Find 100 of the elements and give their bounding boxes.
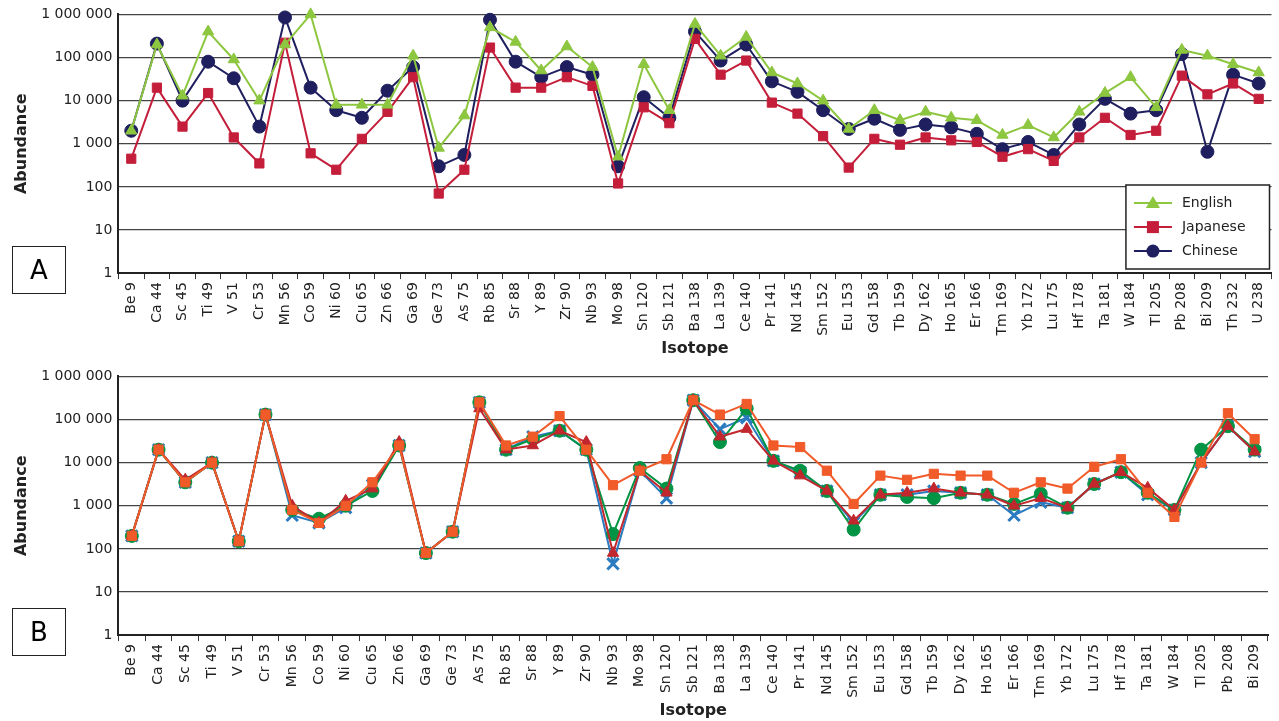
- x-tick-label: Tb 159: [924, 644, 941, 694]
- y-axis-title: Abundance: [10, 93, 30, 195]
- x-tick-label: Sm 152: [813, 282, 830, 336]
- x-tick-label: As 75: [455, 282, 472, 322]
- x-tick-label: Eu 153: [871, 644, 887, 693]
- x-tick-label: Ca 44: [149, 644, 166, 685]
- x-tick-label: Cu 65: [352, 282, 369, 324]
- x-tick-label: Be 9: [121, 282, 138, 314]
- y-axis-title: Abundance: [10, 455, 30, 557]
- x-tick-label: Tl 205: [1191, 644, 1208, 689]
- x-tick-label: Ho 165: [941, 282, 958, 333]
- x-tick-label: Bi 209: [1245, 644, 1262, 689]
- x-tick-label: Ni 60: [336, 644, 353, 681]
- x-tick-label: Pr 141: [762, 282, 779, 328]
- y-tick-label: 1 000 000: [41, 367, 113, 384]
- x-tick-label: Ho 165: [977, 644, 994, 695]
- x-tick-label: Yb 172: [1018, 282, 1035, 332]
- x-tick-label: Hf 178: [1111, 644, 1128, 691]
- x-tick-label: Nb 93: [583, 282, 600, 324]
- x-axis-title: Isotope: [661, 337, 729, 357]
- x-tick-label: Cr 53: [250, 282, 267, 320]
- y-tick-label: 100 000: [54, 48, 113, 65]
- x-tick-label: Ce 140: [764, 644, 781, 694]
- x-tick-label: Bi 209: [1198, 282, 1215, 327]
- y-tick-label: 10: [94, 220, 113, 237]
- x-tick-label: Cu 65: [363, 644, 380, 686]
- x-tick-label: Ti 49: [198, 282, 215, 318]
- y-tick-label: 1 000: [72, 496, 113, 513]
- x-tick-label: Ce 140: [736, 282, 753, 332]
- x-tick-label: As 75: [470, 644, 486, 684]
- x-tick-label: Zr 90: [576, 644, 593, 682]
- x-tick-label: Y 89: [550, 644, 567, 676]
- x-tick-label: Tm 169: [993, 282, 1010, 337]
- x-tick-label: Co 59: [301, 282, 318, 323]
- x-tick-label: Ga 69: [416, 644, 433, 686]
- x-tick-label: Ca 44: [147, 282, 164, 323]
- x-tick-label: Nd 145: [788, 282, 805, 333]
- x-tick-label: V 51: [229, 644, 246, 676]
- x-tick-label: Ti 49: [202, 644, 219, 680]
- y-tick-label: 100: [85, 539, 113, 556]
- y-tick-label: 100 000: [54, 410, 113, 427]
- x-tick-label: Sc 45: [173, 282, 190, 321]
- x-tick-label: Ba 138: [685, 282, 702, 332]
- x-tick-label: V 51: [224, 282, 241, 314]
- x-tick-label: Mo 98: [630, 644, 647, 688]
- legend-label: Japanese: [1180, 217, 1246, 234]
- x-tick-label: Sb 121: [659, 282, 676, 332]
- x-tick-label: Gd 158: [864, 282, 881, 334]
- x-tick-label: W 184: [1121, 282, 1138, 328]
- y-tick-label: 100: [85, 177, 113, 194]
- x-tick-label: Sn 120: [657, 644, 674, 694]
- x-tick-label: Pb 208: [1218, 644, 1235, 693]
- y-tick-label: 1: [103, 625, 113, 642]
- x-tick-label: Dy 162: [951, 644, 968, 695]
- x-tick-label: Ga 69: [403, 282, 420, 324]
- x-tick-label: Tm 169: [1031, 644, 1048, 699]
- x-tick-label: Zr 90: [557, 282, 574, 320]
- x-tick-label: Be 9: [122, 644, 139, 676]
- x-tick-label: Ge 73: [443, 644, 460, 686]
- x-tick-label: Pr 141: [790, 644, 807, 690]
- x-tick-label: La 139: [737, 644, 754, 692]
- text: A: [12, 246, 66, 294]
- x-tick-label: Tl 205: [1146, 282, 1163, 327]
- x-tick-label: Hf 178: [1069, 282, 1086, 329]
- x-tick-label: W 184: [1165, 644, 1182, 690]
- x-tick-label: La 139: [711, 282, 728, 330]
- x-tick-label: Sm 152: [844, 644, 861, 698]
- y-tick-label: 10 000: [63, 453, 113, 470]
- x-tick-label: Mn 56: [275, 282, 292, 326]
- x-tick-label: Zn 66: [389, 644, 406, 685]
- x-tick-label: Cr 53: [256, 644, 273, 682]
- x-tick-label: Tb 159: [890, 282, 907, 332]
- x-tick-label: Rb 85: [496, 644, 513, 685]
- x-tick-label: Er 166: [967, 282, 984, 328]
- x-tick-label: Eu 153: [839, 282, 856, 331]
- x-tick-label: Sn 120: [634, 282, 651, 332]
- x-tick-label: Nb 93: [603, 644, 620, 686]
- x-tick-label: Er 166: [1004, 644, 1021, 690]
- x-tick-label: Sc 45: [175, 644, 192, 683]
- y-tick-label: 1 000 000: [41, 5, 113, 22]
- x-axis-title: Isotope: [659, 699, 728, 719]
- x-tick-label: Gd 158: [897, 644, 914, 696]
- text: B: [12, 608, 66, 656]
- x-tick-label: Ta 181: [1095, 282, 1112, 330]
- x-tick-label: Y 89: [531, 282, 548, 314]
- x-tick-label: Sr 88: [523, 644, 540, 682]
- legend-label: Chinese: [1181, 241, 1238, 258]
- x-tick-label: Ba 138: [710, 644, 727, 694]
- legend-label: English: [1181, 193, 1233, 210]
- y-tick-label: 1: [103, 263, 113, 280]
- x-tick-label: Ta 181: [1138, 644, 1155, 692]
- x-tick-label: Th 232: [1223, 282, 1240, 332]
- x-tick-label: Mn 56: [282, 644, 299, 688]
- x-tick-label: Mo 98: [608, 282, 625, 326]
- x-tick-label: Dy 162: [916, 282, 933, 333]
- x-tick-label: Yb 172: [1058, 644, 1075, 694]
- x-tick-label: Ge 73: [429, 282, 446, 324]
- x-tick-label: Sr 88: [506, 282, 523, 320]
- x-tick-label: Pb 208: [1172, 282, 1189, 331]
- x-tick-label: Zn 66: [378, 282, 395, 323]
